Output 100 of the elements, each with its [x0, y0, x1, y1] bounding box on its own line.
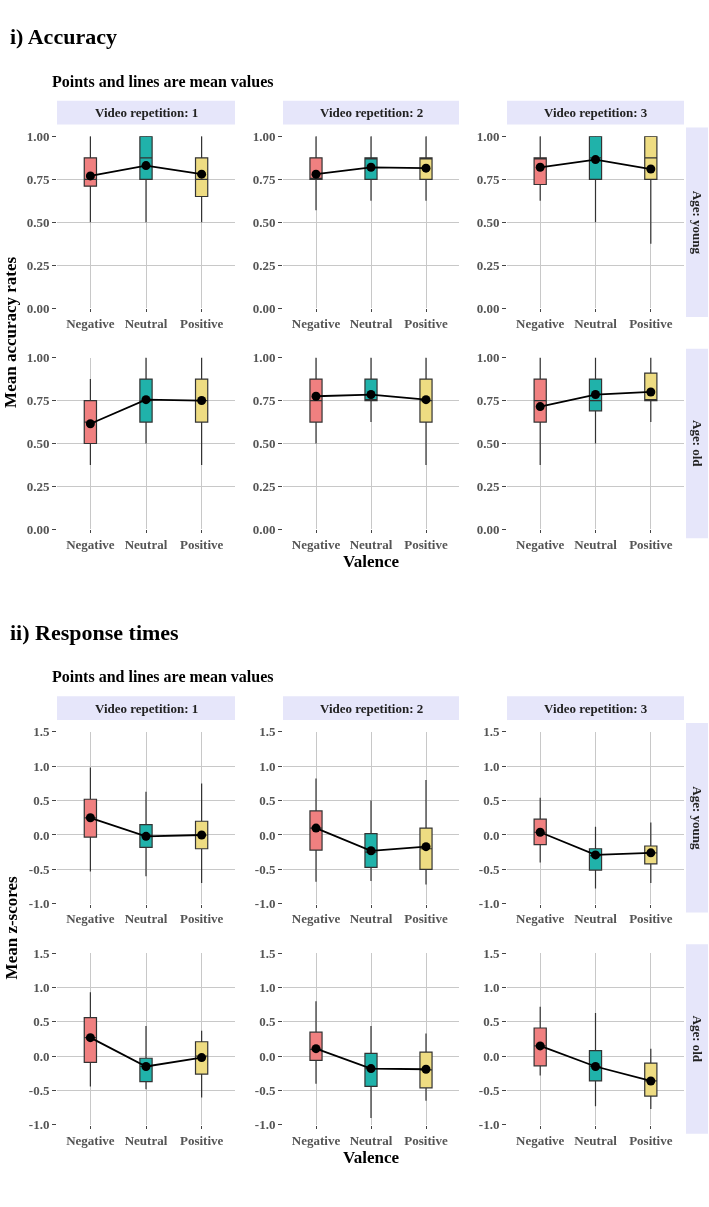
x-axis-title: Valence	[342, 552, 400, 572]
y-tick-label: 1.0	[33, 758, 50, 774]
point	[591, 850, 600, 860]
y-tick-label: 0.5	[259, 793, 276, 809]
y-tick-label: 1.00	[476, 350, 500, 366]
y-tick-label: 0.00	[252, 521, 276, 537]
y-tick-label: 1.00	[476, 128, 500, 144]
point	[141, 1062, 151, 1071]
y-tick-label: -0.5	[28, 1083, 50, 1099]
y-tick-label: 0.75	[476, 393, 500, 409]
y-tick-label: 0.00	[252, 300, 276, 316]
point	[311, 1044, 321, 1054]
point	[197, 1053, 207, 1063]
point	[421, 163, 431, 173]
text: Age: old	[690, 420, 706, 468]
point	[197, 396, 207, 406]
y-tick-label: 0.50	[26, 436, 50, 452]
x-tick-label: Neutral	[574, 315, 618, 331]
x-tick-label: Positive	[629, 1132, 673, 1148]
x-tick-label: Positive	[629, 537, 673, 553]
y-tick-label: 0.0	[259, 827, 276, 843]
y-tick-label: 0.5	[33, 793, 50, 809]
y-tick-label: -1.0	[478, 896, 500, 912]
y-tick-label: 1.00	[252, 128, 276, 144]
x-tick-label: Negative	[291, 537, 341, 553]
x-tick-label: Negative	[516, 537, 565, 553]
point	[366, 162, 376, 172]
point	[421, 842, 431, 852]
y-tick-label: 0.0	[33, 827, 50, 843]
point	[535, 827, 545, 837]
y-tick-label: 0.50	[476, 214, 500, 230]
x-tick-label: Positive	[179, 1132, 224, 1148]
x-tick-label: Neutral	[124, 315, 168, 331]
chart-title: Video repetition: 3	[544, 105, 648, 120]
point	[197, 830, 207, 840]
y-tick-label: 0.00	[26, 300, 50, 316]
y-tick-label: -1.0	[254, 896, 276, 912]
y-tick-label: 0.25	[252, 257, 276, 273]
y-tick-label: 0.5	[483, 1014, 500, 1030]
y-tick-label: 0.0	[483, 1048, 500, 1064]
point	[141, 395, 151, 405]
point	[85, 1033, 95, 1043]
y-tick-label: -0.5	[478, 861, 500, 877]
point	[646, 387, 656, 397]
x-tick-label: Negative	[291, 315, 341, 331]
text: Age: young	[690, 786, 706, 850]
x-tick-label: Neutral	[349, 537, 393, 553]
point	[85, 419, 95, 429]
point	[85, 813, 95, 823]
y-tick-label: 0.5	[259, 1014, 276, 1030]
x-tick-label: Negative	[516, 1132, 565, 1148]
x-tick-label: Positive	[404, 1132, 448, 1148]
text: Age: old	[689, 1015, 705, 1063]
x-tick-label: Neutral	[124, 911, 168, 927]
y-tick-label: 1.0	[483, 980, 500, 996]
y-tick-label: -0.5	[478, 1083, 500, 1099]
y-tick-label: 0.00	[26, 521, 50, 537]
y-tick-label: 0.25	[476, 479, 500, 495]
x-tick-label: Positive	[404, 537, 448, 553]
x-tick-label: Negative	[66, 1132, 115, 1148]
y-tick-label: 0.75	[476, 171, 500, 187]
y-tick-label: 0.50	[252, 214, 276, 230]
x-tick-label: Negative	[66, 911, 115, 927]
y-tick-label: 1.5	[259, 945, 276, 961]
y-axis-title: Mean z-scores	[1, 875, 21, 980]
y-tick-label: 0.25	[476, 257, 500, 273]
y-tick-label: 0.00	[476, 521, 500, 537]
x-tick-label: Neutral	[574, 1132, 618, 1148]
x-tick-label: Neutral	[349, 911, 393, 927]
x-axis-title: Valence	[342, 1147, 400, 1167]
y-tick-label: 0.00	[476, 300, 500, 316]
x-tick-label: Positive	[404, 911, 448, 927]
y-tick-label: -0.5	[254, 861, 276, 877]
x-tick-label: Neutral	[574, 537, 618, 553]
x-tick-label: Neutral	[349, 315, 393, 331]
text: ii) Response times	[10, 620, 180, 645]
y-tick-label: 1.0	[483, 758, 500, 774]
point	[535, 402, 545, 412]
y-tick-label: 1.0	[259, 758, 276, 774]
chart-title: Video repetition: 1	[95, 701, 199, 716]
y-tick-label: 0.75	[26, 393, 50, 409]
x-tick-label: Neutral	[124, 1132, 168, 1148]
y-tick-label: 1.0	[259, 980, 276, 996]
y-tick-label: 0.0	[33, 1048, 50, 1064]
y-tick-label: 0.0	[259, 1048, 276, 1064]
x-tick-label: Neutral	[349, 1132, 393, 1148]
y-tick-label: -0.5	[28, 861, 50, 877]
x-tick-label: Positive	[179, 911, 224, 927]
point	[141, 161, 151, 171]
y-tick-label: -1.0	[28, 1117, 50, 1133]
x-tick-label: Positive	[629, 315, 673, 331]
x-tick-label: Neutral	[124, 537, 168, 553]
y-tick-label: 1.5	[483, 724, 500, 740]
point	[646, 1076, 656, 1086]
y-tick-label: 1.0	[33, 980, 50, 996]
text: Points and lines are mean values	[52, 668, 274, 685]
point	[591, 1062, 600, 1071]
point	[311, 823, 321, 833]
y-tick-label: -0.5	[254, 1083, 276, 1099]
point	[646, 848, 656, 858]
